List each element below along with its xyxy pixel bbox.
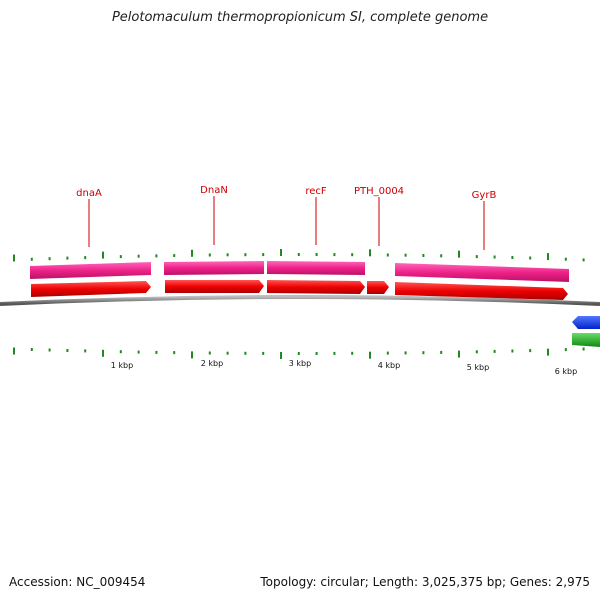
ruler-label: 5 kbp: [467, 363, 489, 372]
reverse-strand-features: [572, 316, 600, 347]
reverse-cds-arrow-blue[interactable]: [572, 316, 600, 329]
accession-text: Accession: NC_009454: [9, 575, 146, 589]
gene-label[interactable]: GyrB: [472, 190, 497, 201]
cds-track: [31, 280, 568, 300]
tick-marks-lower: [13, 347, 585, 359]
ruler-label: 4 kbp: [378, 361, 400, 370]
tick-marks-upper: [13, 249, 585, 262]
gene-feature-gyrb[interactable]: [395, 263, 569, 282]
cds-arrow-pth0004[interactable]: [367, 281, 389, 294]
gene-feature-dnan[interactable]: [164, 261, 264, 275]
gene-labels: dnaA DnaN recF PTH_0004 GyrB: [76, 185, 496, 201]
reverse-gene-feature-green[interactable]: [572, 333, 600, 347]
gene-track: [30, 261, 569, 282]
gene-label[interactable]: DnaN: [200, 185, 228, 196]
ruler-label: 6 kbp: [555, 367, 577, 376]
ruler-label: 2 kbp: [201, 359, 223, 368]
ruler-labels: 1 kbp 2 kbp 3 kbp 4 kbp 5 kbp 6 kbp: [111, 359, 577, 376]
ruler-label: 1 kbp: [111, 361, 133, 370]
gene-label[interactable]: recF: [305, 186, 327, 197]
gene-feature-dnaa[interactable]: [30, 262, 151, 279]
gene-feature-recf[interactable]: [267, 261, 365, 275]
genome-backbone: [0, 295, 600, 306]
cds-arrow-recf[interactable]: [267, 280, 365, 294]
cds-arrow-dnan[interactable]: [165, 280, 264, 293]
gene-label-lines: [88, 196, 485, 250]
map-title: Pelotomaculum thermopropionicum SI, comp…: [111, 10, 489, 25]
cds-arrow-gyrb[interactable]: [395, 282, 568, 300]
cds-arrow-dnaa[interactable]: [31, 281, 151, 297]
genome-summary-text: Topology: circular; Length: 3,025,375 bp…: [260, 575, 590, 589]
ruler-label: 3 kbp: [289, 359, 311, 368]
gene-label[interactable]: PTH_0004: [354, 186, 404, 197]
gene-label[interactable]: dnaA: [76, 188, 102, 199]
